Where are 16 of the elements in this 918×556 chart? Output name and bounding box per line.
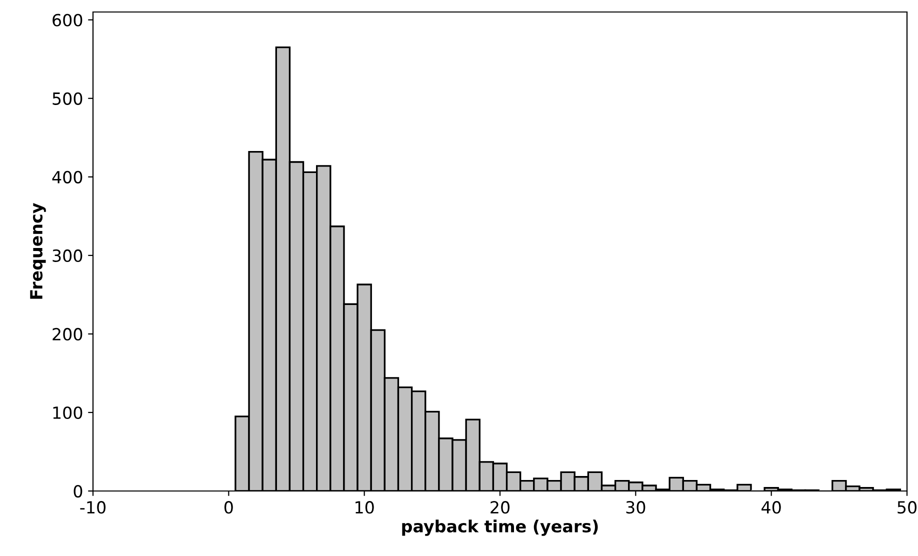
x-tick-label: 0 — [224, 501, 233, 514]
y-tick-label: 0 — [74, 484, 82, 498]
y-tick-label: 400 — [52, 170, 82, 184]
x-tick-label: 40 — [762, 501, 781, 514]
x-axis-title: payback time (years) — [402, 520, 598, 536]
x-tick-label: -10 — [80, 501, 106, 514]
y-tick-label: 500 — [52, 92, 82, 105]
y-tick-label: 600 — [52, 14, 82, 26]
y-tick-label: 200 — [52, 328, 82, 341]
x-tick-label: 50 — [898, 501, 916, 514]
x-tick-label: 30 — [626, 501, 646, 514]
x-tick-label: 20 — [490, 501, 510, 514]
x-tick-label: 10 — [356, 501, 374, 514]
y-tick-label: 300 — [52, 249, 82, 262]
y-axis-title: Frequency — [30, 203, 46, 299]
y-tick-label: 100 — [53, 406, 82, 420]
